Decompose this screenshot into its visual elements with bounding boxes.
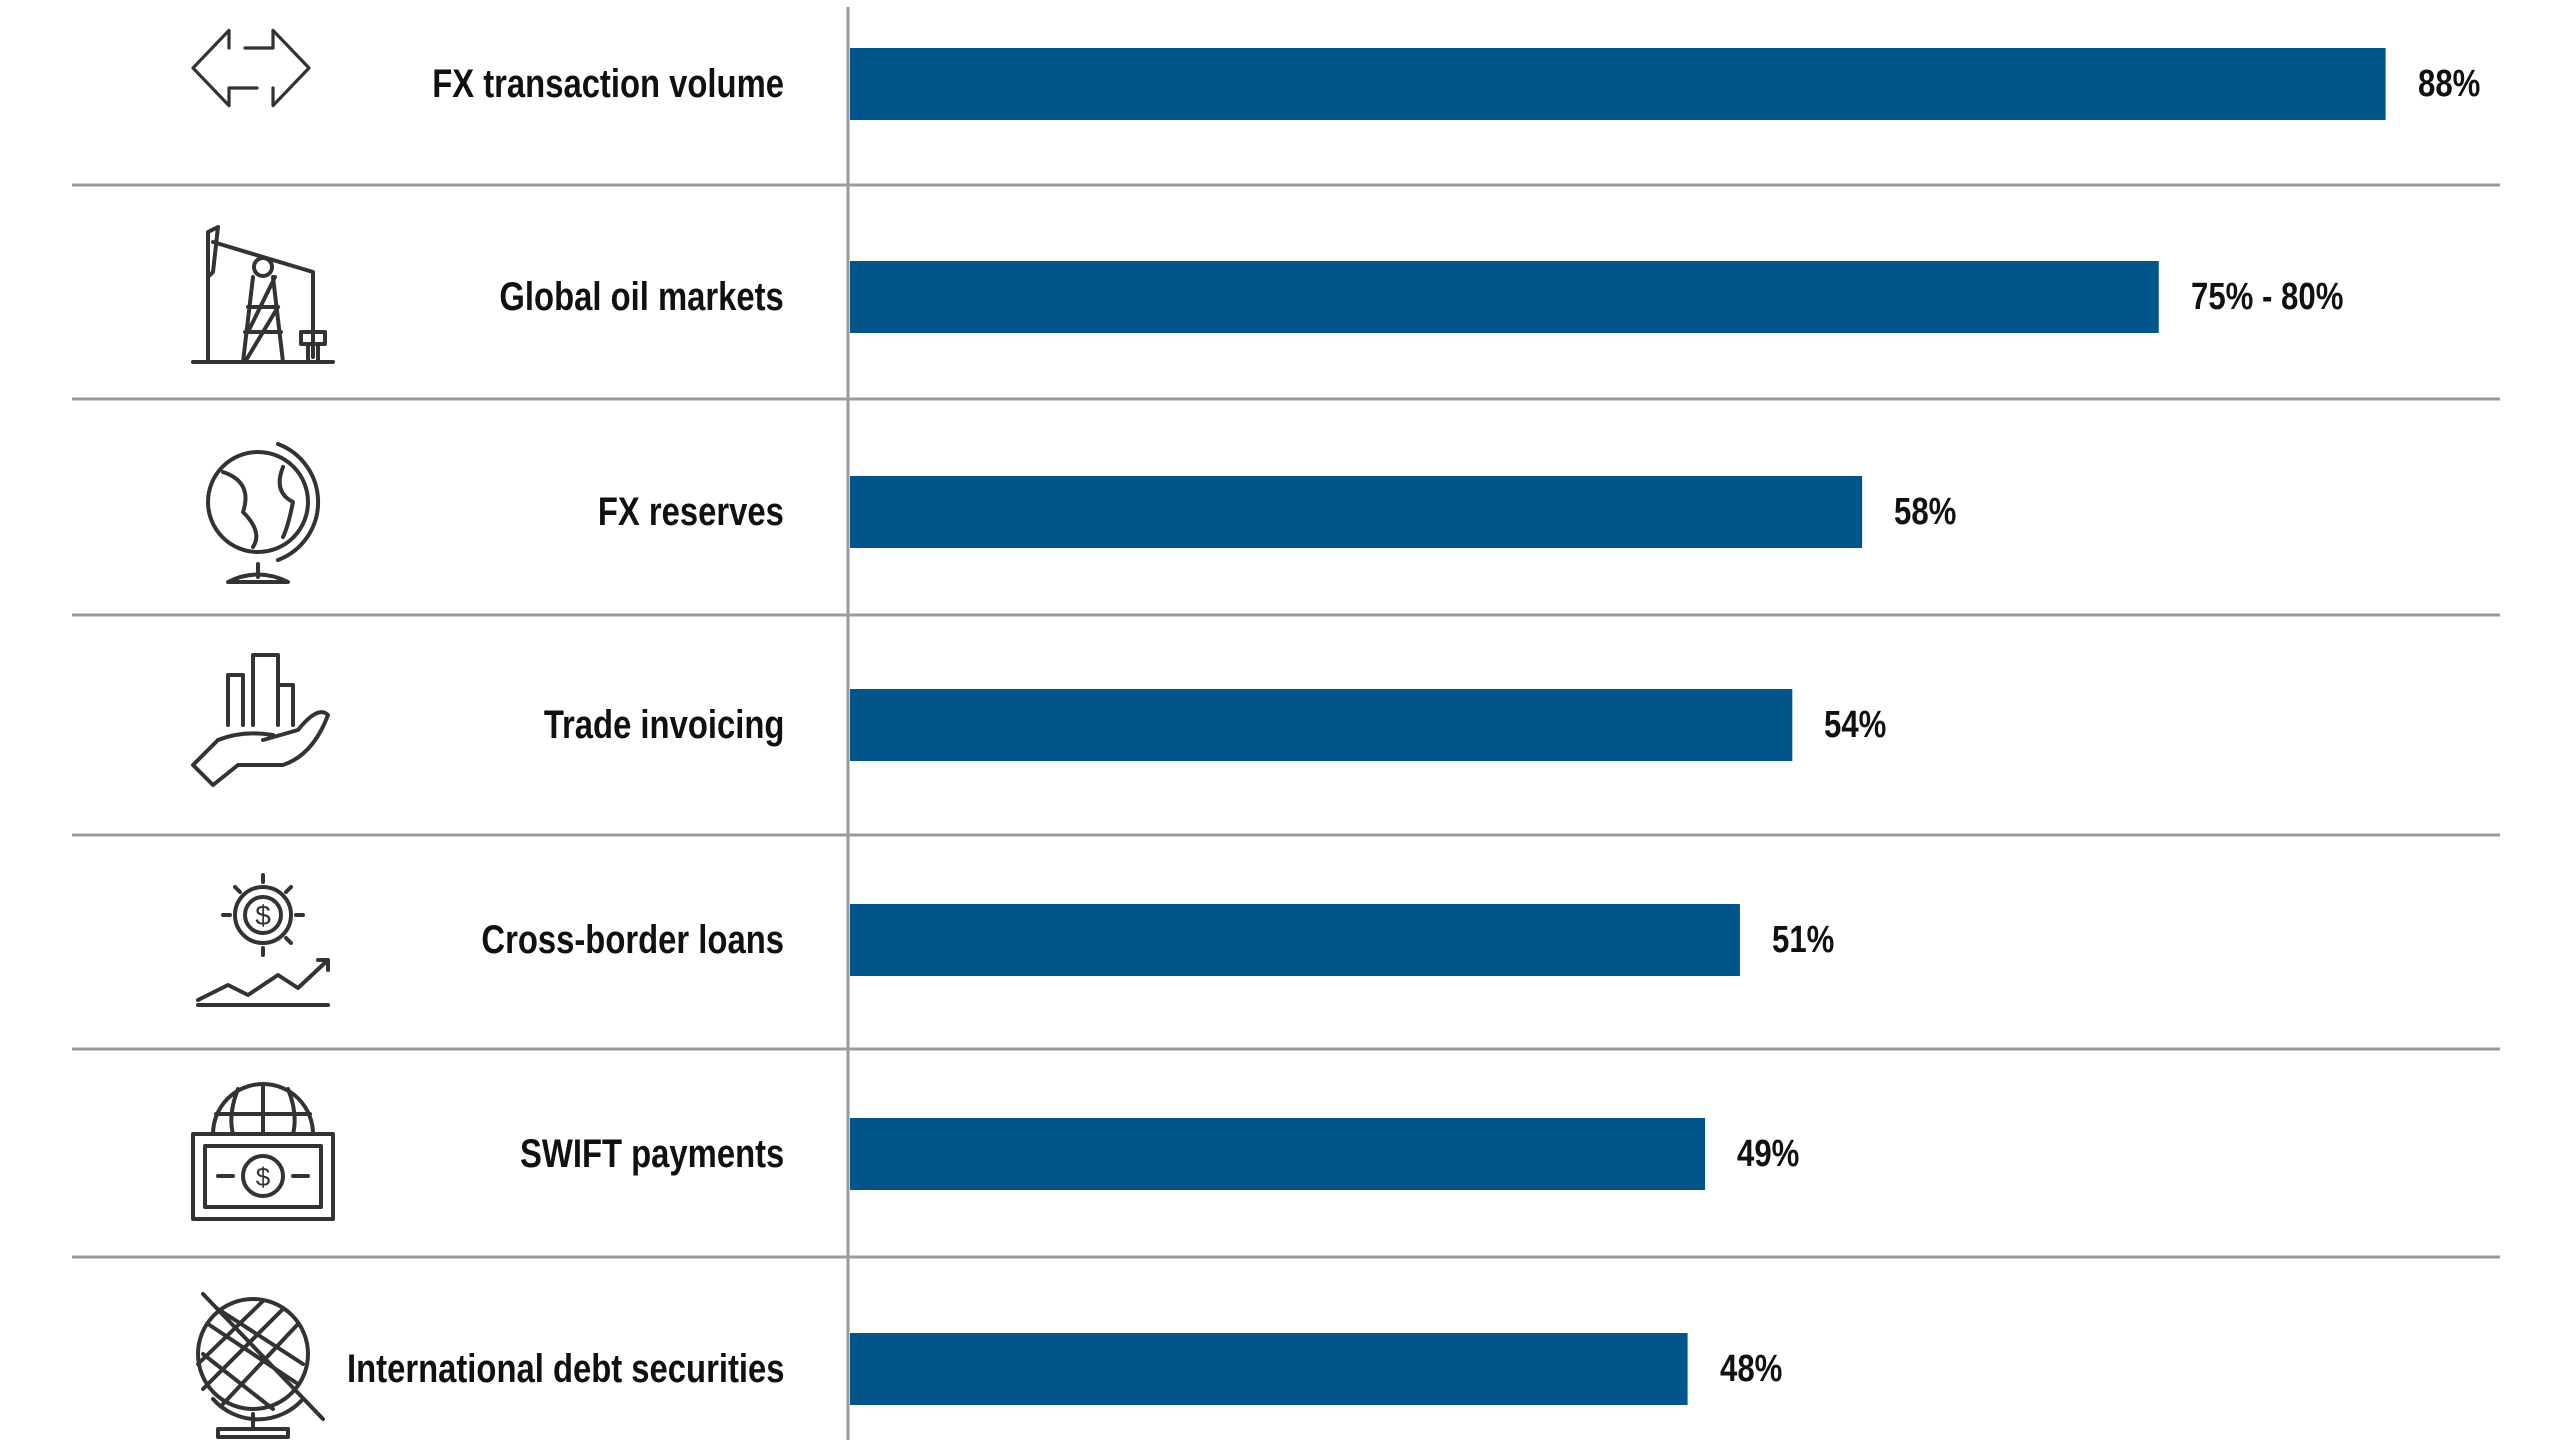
exchange-arrows-icon xyxy=(183,4,343,164)
category-label: Global oil markets xyxy=(499,275,784,319)
svg-text:$: $ xyxy=(255,900,271,931)
hand-chart-icon xyxy=(183,645,343,805)
bar xyxy=(850,689,1793,761)
globe-stand-icon xyxy=(183,1289,343,1449)
category-label: Trade invoicing xyxy=(543,703,784,747)
category-label: SWIFT payments xyxy=(519,1132,784,1176)
bar xyxy=(850,1118,1706,1190)
globe-icon xyxy=(183,432,343,592)
oil-pump-icon xyxy=(183,217,343,377)
data-label: 88% xyxy=(2417,63,2480,105)
data-label: 58% xyxy=(1894,491,1957,533)
data-label: 49% xyxy=(1737,1133,1800,1175)
svg-text:$: $ xyxy=(256,1162,271,1192)
globe-banknote-icon: $ xyxy=(183,1074,343,1234)
bar xyxy=(850,48,2386,120)
data-label: 54% xyxy=(1824,704,1887,746)
gear-dollar-growth-icon: $ xyxy=(183,860,343,1020)
category-label: International debt securities xyxy=(346,1347,784,1391)
category-label: FX transaction volume xyxy=(432,62,784,106)
bar xyxy=(850,261,2159,333)
data-label: 48% xyxy=(1719,1348,1782,1390)
bar xyxy=(850,904,1740,976)
category-label: Cross-border loans xyxy=(481,918,784,962)
bar xyxy=(850,1333,1688,1405)
data-label: 75% - 80% xyxy=(2190,276,2344,318)
category-label: FX reserves xyxy=(597,490,784,534)
data-label: 51% xyxy=(1771,919,1835,961)
bar xyxy=(850,476,1863,548)
